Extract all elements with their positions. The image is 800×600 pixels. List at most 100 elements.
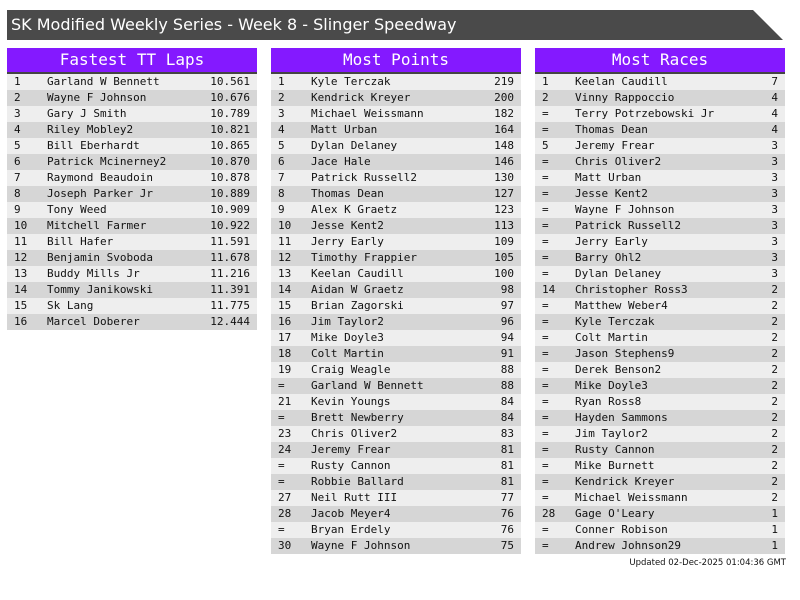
value: 98 — [500, 283, 514, 296]
value: 2 — [771, 299, 778, 312]
value: 10.878 — [210, 171, 250, 184]
rank: = — [542, 107, 549, 120]
driver-name: Colt Martin — [575, 331, 648, 344]
driver-name: Mike Burnett — [575, 459, 655, 472]
driver-name: Wayne F Johnson — [47, 91, 147, 104]
table-row: 2 Vinny Rappoccio 4 — [535, 90, 785, 106]
driver-name: Dylan Delaney — [575, 267, 662, 280]
value: 2 — [771, 491, 778, 504]
table-row: = Michael Weissmann 2 — [535, 490, 785, 506]
driver-name: Joseph Parker Jr — [47, 187, 153, 200]
driver-name: Garland W Bennett — [47, 75, 160, 88]
driver-name: Andrew Johnson29 — [575, 539, 681, 552]
driver-name: Patrick Russell2 — [311, 171, 417, 184]
rank: 13 — [278, 267, 292, 280]
driver-name: Keelan Caudill — [575, 75, 668, 88]
value: 10.676 — [210, 91, 250, 104]
driver-name: Alex K Graetz — [311, 203, 398, 216]
driver-name: Jerry Early — [575, 235, 648, 248]
rank: 27 — [278, 491, 292, 504]
table-row: 3 Gary J Smith 10.789 — [7, 106, 257, 122]
rank: = — [542, 203, 549, 216]
driver-name: Jason Stephens9 — [575, 347, 675, 360]
value: 10.789 — [210, 107, 250, 120]
table-row: 6 Jace Hale 146 — [271, 154, 521, 170]
rank: 1 — [278, 75, 285, 88]
rank: 24 — [278, 443, 292, 456]
rank: 6 — [14, 155, 21, 168]
driver-name: Garland W Bennett — [311, 379, 424, 392]
table-row: = Terry Potrzebowski Jr 4 — [535, 106, 785, 122]
driver-name: Craig Weagle — [311, 363, 391, 376]
driver-name: Colt Martin — [311, 347, 384, 360]
value: 1 — [771, 523, 778, 536]
table-row: 24 Jeremy Frear 81 — [271, 442, 521, 458]
table-row: = Andrew Johnson29 1 — [535, 538, 785, 554]
table-row: 15 Sk Lang 11.775 — [7, 298, 257, 314]
rank: = — [542, 251, 549, 264]
rank: 28 — [278, 507, 292, 520]
rank: 21 — [278, 395, 292, 408]
driver-name: Raymond Beaudoin — [47, 171, 153, 184]
value: 2 — [771, 347, 778, 360]
rank: 16 — [278, 315, 292, 328]
value: 11.678 — [210, 251, 250, 264]
rank: = — [542, 347, 549, 360]
driver-name: Dylan Delaney — [311, 139, 398, 152]
rank: = — [542, 219, 549, 232]
driver-name: Christopher Ross3 — [575, 283, 688, 296]
driver-name: Gage O'Leary — [575, 507, 655, 520]
table-row: 1 Keelan Caudill 7 — [535, 74, 785, 90]
rank: 14 — [278, 283, 292, 296]
value: 3 — [771, 187, 778, 200]
value: 3 — [771, 251, 778, 264]
driver-name: Hayden Sammons — [575, 411, 668, 424]
value: 94 — [500, 331, 514, 344]
driver-name: Wayne F Johnson — [575, 203, 675, 216]
table-row: 27 Neil Rutt III 77 — [271, 490, 521, 506]
table-row: 28 Gage O'Leary 1 — [535, 506, 785, 522]
table-row: 14 Aidan W Graetz 98 — [271, 282, 521, 298]
rank: 5 — [14, 139, 21, 152]
value: 148 — [494, 139, 514, 152]
driver-name: Mitchell Farmer — [47, 219, 147, 232]
rank: = — [542, 491, 549, 504]
rank: 3 — [278, 107, 285, 120]
panel-fastest-tt-laps: Fastest TT Laps 1 Garland W Bennett 10.561 2… — [7, 48, 257, 330]
rank: 19 — [278, 363, 292, 376]
table-row: 8 Joseph Parker Jr 10.889 — [7, 186, 257, 202]
table-row: 1 Garland W Bennett 10.561 — [7, 74, 257, 90]
value: 2 — [771, 427, 778, 440]
driver-name: Jerry Early — [311, 235, 384, 248]
value: 11.775 — [210, 299, 250, 312]
driver-name: Timothy Frappier — [311, 251, 417, 264]
rank: 12 — [14, 251, 28, 264]
value: 75 — [500, 539, 514, 552]
panel-most-points: Most Points 1 Kyle Terczak 219 2 Kendrick Kre… — [271, 48, 521, 554]
driver-name: Kevin Youngs — [311, 395, 391, 408]
value: 127 — [494, 187, 514, 200]
table-row: 5 Dylan Delaney 148 — [271, 138, 521, 154]
rank: 16 — [14, 315, 28, 328]
value: 84 — [500, 411, 514, 424]
table-row: 7 Raymond Beaudoin 10.878 — [7, 170, 257, 186]
table-row: 10 Jesse Kent2 113 — [271, 218, 521, 234]
driver-name: Derek Benson2 — [575, 363, 662, 376]
rank: = — [278, 475, 285, 488]
updated-timestamp: Updated 02-Dec-2025 01:04:36 GMT — [629, 558, 786, 568]
rank: 2 — [14, 91, 21, 104]
driver-name: Jesse Kent2 — [311, 219, 384, 232]
value: 4 — [771, 91, 778, 104]
rank: 10 — [14, 219, 28, 232]
value: 84 — [500, 395, 514, 408]
value: 4 — [771, 123, 778, 136]
driver-name: Brian Zagorski — [311, 299, 404, 312]
value: 105 — [494, 251, 514, 264]
value: 10.922 — [210, 219, 250, 232]
rank: = — [542, 235, 549, 248]
value: 10.889 — [210, 187, 250, 200]
value: 76 — [500, 507, 514, 520]
rank: = — [542, 475, 549, 488]
driver-name: Gary J Smith — [47, 107, 127, 120]
table-row: = Chris Oliver2 3 — [535, 154, 785, 170]
